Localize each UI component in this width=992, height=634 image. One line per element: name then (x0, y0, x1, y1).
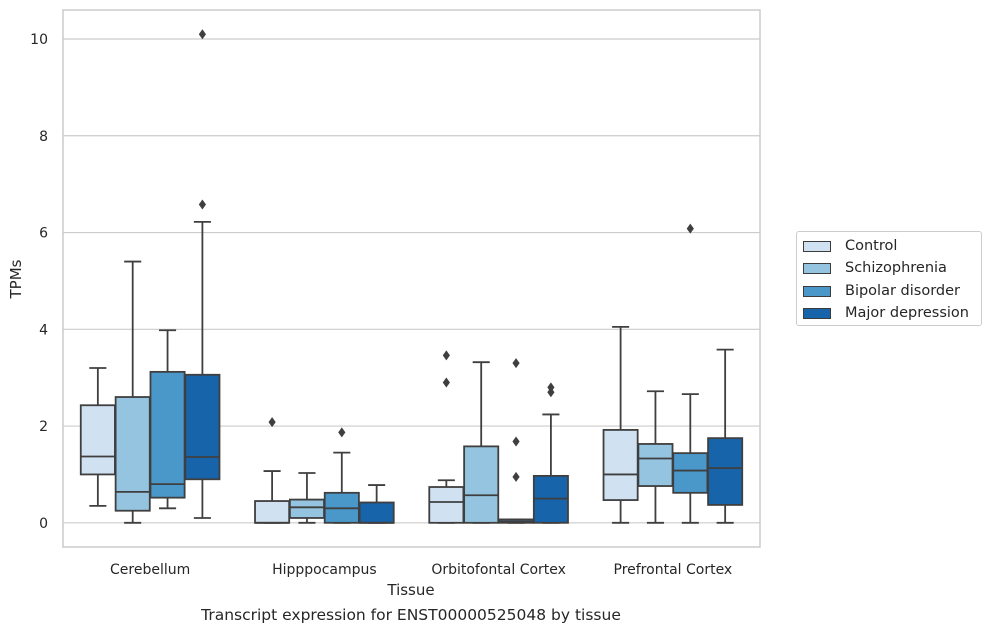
box-hipppocampus-major-depression (358, 484, 395, 524)
iqr-box-cerebellum-schizophrenia (114, 396, 151, 512)
box-groups (79, 29, 744, 524)
outlier-orbitofontal-cortex-bipolar-disorder-0 (512, 471, 520, 482)
box-prefrontal-cortex-bipolar-disorder (672, 223, 709, 524)
y-tick-label-2: 2 (39, 419, 48, 435)
legend-swatch-schizophrenia (803, 262, 831, 274)
outlier-orbitofontal-cortex-major-depression-1 (547, 382, 555, 393)
legend-swatch-major-depression (803, 307, 831, 319)
legend-item-control: Control (803, 237, 897, 255)
box-prefrontal-cortex-control (602, 325, 639, 524)
legend: Control Schizophrenia Bipolar disorder M… (796, 231, 982, 326)
outlier-orbitofontal-cortex-bipolar-disorder-1 (512, 436, 520, 447)
legend-swatch-control (803, 240, 831, 252)
x-tick-label-prefrontal-cortex: Prefrontal Cortex (614, 562, 733, 578)
box-cerebellum-control (79, 367, 116, 507)
iqr-box-cerebellum-major-depression (184, 373, 221, 481)
figure-caption: Transcript expression for ENST0000052504… (201, 606, 621, 624)
iqr-box-prefrontal-cortex-bipolar-disorder (672, 452, 709, 494)
outlier-hipppocampus-bipolar-disorder-0 (338, 427, 346, 438)
y-axis-ticks: 0 2 4 6 8 10 (30, 32, 48, 532)
x-axis-ticks: Cerebellum Hipppocampus Orbitofontal Corte… (110, 562, 732, 578)
legend-label-major-depression: Major depression (845, 305, 969, 321)
y-tick-label-6: 6 (39, 226, 48, 242)
legend-swatch-bipolar-disorder (803, 285, 831, 297)
legend-label-bipolar-disorder: Bipolar disorder (845, 283, 960, 299)
iqr-box-orbitofontal-cortex-schizophrenia (463, 445, 500, 524)
iqr-box-hipppocampus-control (254, 500, 291, 524)
outlier-hipppocampus-control-0 (268, 417, 276, 428)
outlier-orbitofontal-cortex-bipolar-disorder-2 (512, 358, 520, 369)
iqr-box-hipppocampus-major-depression (358, 501, 395, 524)
iqr-box-prefrontal-cortex-schizophrenia (637, 443, 674, 487)
y-tick-label-10: 10 (30, 32, 48, 48)
box-cerebellum-schizophrenia (114, 260, 151, 524)
iqr-box-prefrontal-cortex-control (602, 429, 639, 501)
x-axis-label: Tissue (386, 581, 434, 599)
outlier-cerebellum-major-depression-1 (198, 29, 206, 40)
outlier-orbitofontal-cortex-control-1 (442, 350, 450, 361)
x-tick-label-hipppocampus: Hipppocampus (272, 562, 377, 578)
iqr-box-hipppocampus-schizophrenia (288, 498, 325, 519)
iqr-box-orbitofontal-cortex-control (428, 486, 465, 524)
y-tick-label-8: 8 (39, 129, 48, 145)
outlier-cerebellum-major-depression-0 (198, 199, 206, 210)
x-tick-label-cerebellum: Cerebellum (110, 562, 190, 578)
box-prefrontal-cortex-major-depression (707, 348, 744, 524)
box-orbitofontal-cortex-bipolar-disorder (498, 358, 535, 524)
box-orbitofontal-cortex-control (428, 350, 465, 524)
outlier-orbitofontal-cortex-control-0 (442, 377, 450, 388)
box-cerebellum-major-depression (184, 29, 221, 519)
outlier-prefrontal-cortex-bipolar-disorder-0 (686, 223, 694, 234)
iqr-box-cerebellum-control (79, 404, 116, 476)
box-prefrontal-cortex-schizophrenia (637, 390, 674, 524)
legend-label-schizophrenia: Schizophrenia (845, 260, 947, 276)
box-cerebellum-bipolar-disorder (149, 329, 186, 510)
legend-item-bipolar-disorder: Bipolar disorder (803, 282, 960, 300)
y-axis-label: TPMs (7, 259, 25, 299)
iqr-box-cerebellum-bipolar-disorder (149, 370, 186, 499)
legend-label-control: Control (845, 238, 898, 254)
y-tick-label-4: 4 (39, 322, 48, 338)
x-tick-label-orbitofontal-cortex: Orbitofontal Cortex (431, 562, 566, 578)
iqr-box-prefrontal-cortex-major-depression (707, 437, 744, 506)
box-orbitofontal-cortex-schizophrenia (463, 361, 500, 524)
legend-item-schizophrenia: Schizophrenia (803, 259, 947, 277)
y-tick-label-0: 0 (39, 516, 48, 532)
box-orbitofontal-cortex-major-depression (532, 382, 569, 524)
legend-item-major-depression: Major depression (803, 304, 969, 322)
box-hipppocampus-bipolar-disorder (323, 427, 360, 524)
